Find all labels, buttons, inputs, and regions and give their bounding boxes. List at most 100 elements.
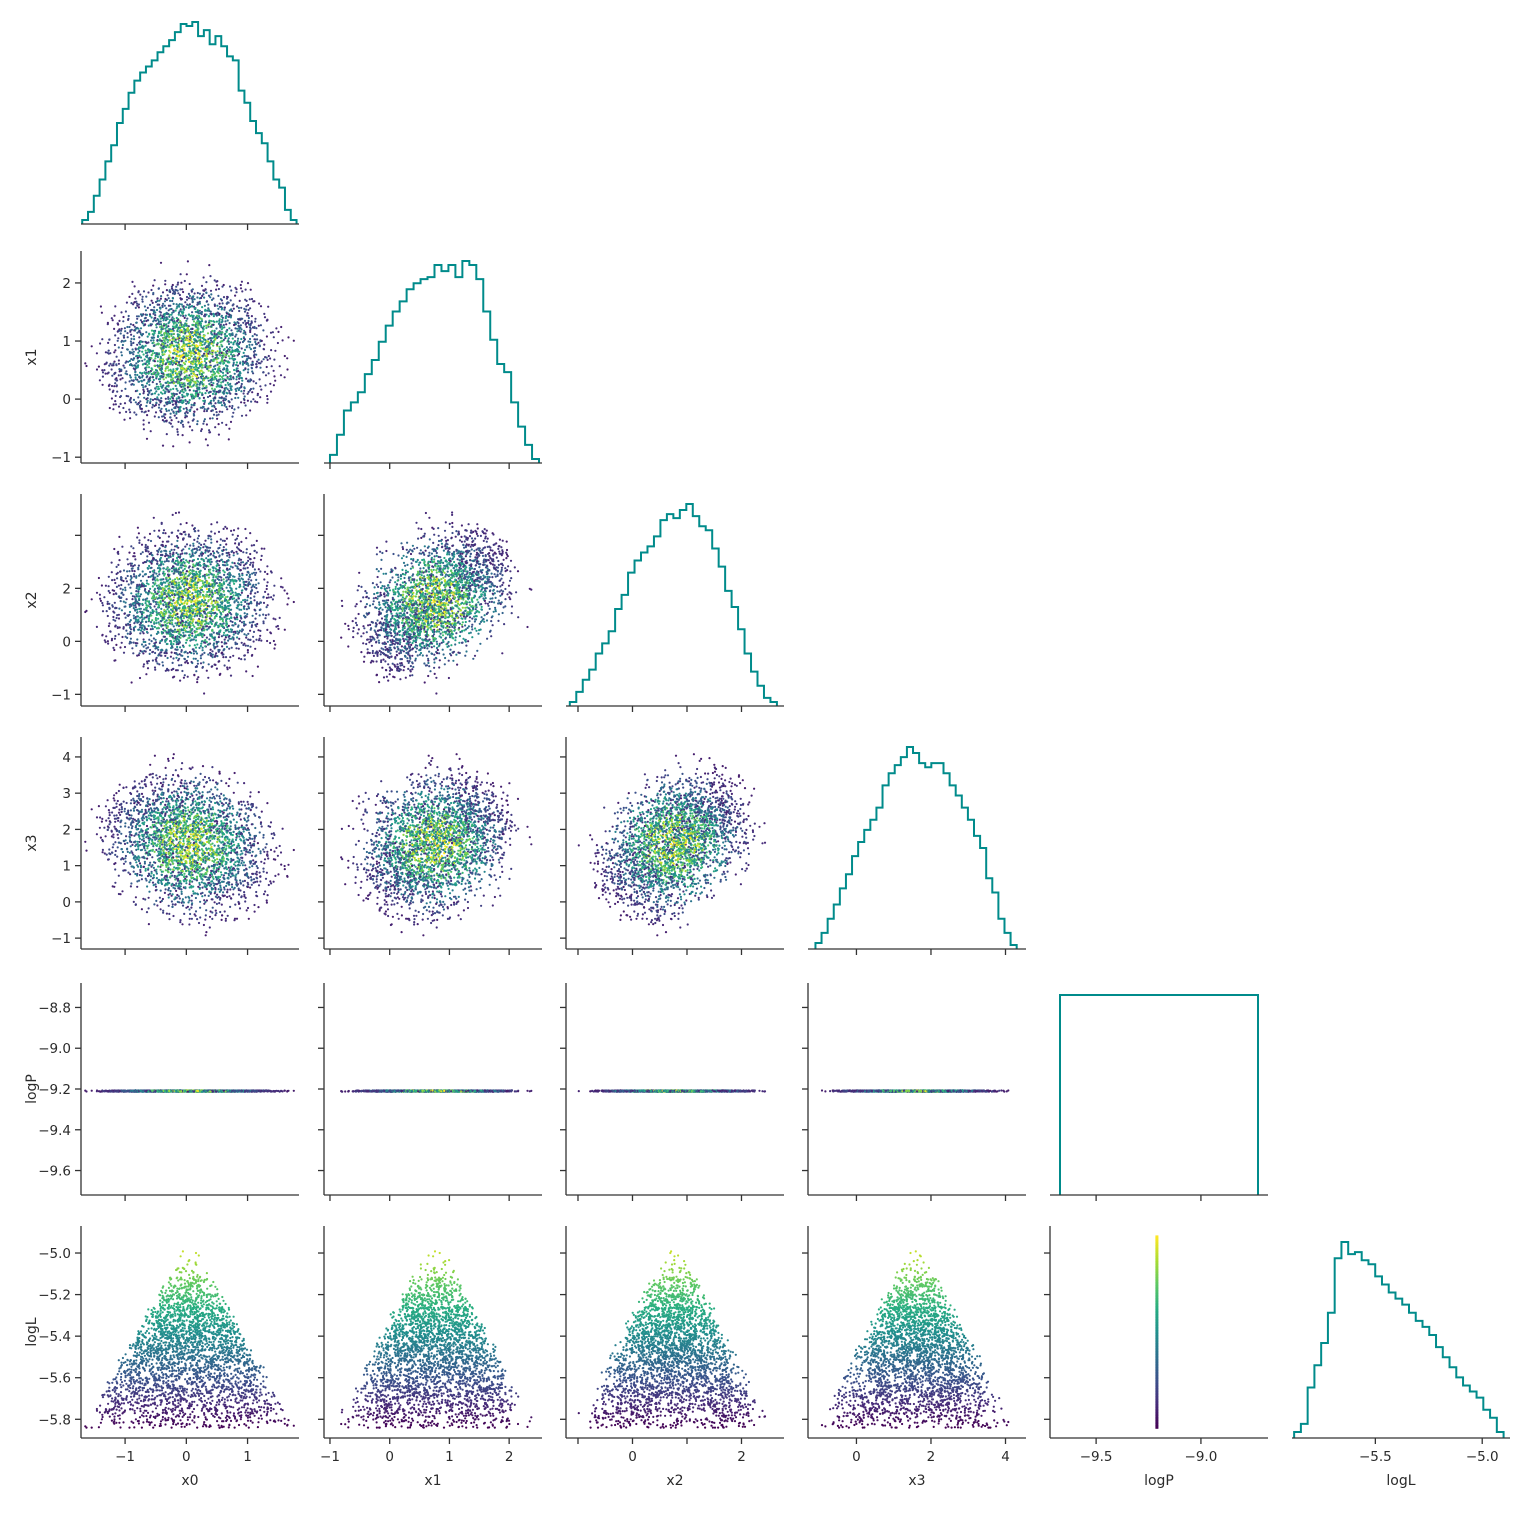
- scatter-point: [234, 358, 236, 360]
- scatter-point: [184, 416, 186, 418]
- scatter-point: [175, 310, 177, 312]
- scatter-point: [181, 420, 183, 422]
- scatter-point: [207, 304, 209, 306]
- scatter-point: [160, 298, 162, 300]
- scatter-point: [217, 402, 219, 404]
- scatter-point: [142, 392, 144, 394]
- scatter-point: [169, 398, 171, 400]
- scatter-point: [280, 326, 282, 328]
- scatter-point: [221, 386, 223, 388]
- scatter-point: [156, 383, 158, 385]
- scatter-point: [204, 392, 206, 394]
- scatter-point: [170, 389, 172, 391]
- scatter-point: [223, 368, 225, 370]
- scatter-point: [239, 372, 241, 374]
- scatter-point: [172, 394, 174, 396]
- scatter-point: [197, 328, 199, 330]
- scatter-point: [132, 324, 134, 326]
- scatter-point: [173, 333, 175, 335]
- scatter-point: [158, 416, 160, 418]
- scatter-point: [163, 389, 165, 391]
- scatter-point: [165, 368, 167, 370]
- scatter-point: [222, 397, 224, 399]
- scatter-point: [151, 337, 153, 339]
- scatter-point: [282, 339, 284, 341]
- scatter-point: [132, 348, 134, 350]
- scatter-point: [152, 350, 154, 352]
- scatter-point: [139, 294, 141, 296]
- scatter-point: [194, 369, 196, 371]
- scatter-point: [150, 398, 152, 400]
- scatter-point: [217, 295, 219, 297]
- scatter-point: [103, 369, 105, 371]
- scatter-point: [227, 301, 229, 303]
- scatter-point: [156, 309, 158, 311]
- scatter-point: [193, 397, 195, 399]
- scatter-point: [177, 421, 179, 423]
- scatter-point: [142, 322, 144, 324]
- scatter-point: [233, 308, 235, 310]
- scatter-point: [172, 388, 174, 390]
- scatter-point: [266, 366, 268, 368]
- scatter-point: [203, 397, 205, 399]
- scatter-point: [113, 351, 115, 353]
- scatter-point: [244, 311, 246, 313]
- scatter-point: [176, 397, 178, 399]
- scatter-point: [147, 341, 149, 343]
- scatter-point: [293, 340, 295, 342]
- scatter-point: [159, 381, 161, 383]
- scatter-point: [161, 353, 163, 355]
- scatter-point: [168, 305, 170, 307]
- scatter-point: [197, 370, 199, 372]
- scatter-point: [165, 330, 167, 332]
- scatter-point: [153, 311, 155, 313]
- scatter-point: [117, 340, 119, 342]
- scatter-point: [153, 405, 155, 407]
- scatter-point: [218, 346, 220, 348]
- scatter-point: [176, 428, 178, 430]
- scatter-point: [236, 305, 238, 307]
- scatter-point: [196, 296, 198, 298]
- scatter-point: [172, 328, 174, 330]
- scatter-point: [122, 344, 124, 346]
- scatter-point: [225, 374, 227, 376]
- scatter-point: [149, 304, 151, 306]
- scatter-point: [141, 408, 143, 410]
- scatter-point: [171, 342, 173, 344]
- scatter-point: [137, 396, 139, 398]
- scatter-point: [208, 429, 210, 431]
- scatter-point: [141, 351, 143, 353]
- scatter-point: [96, 352, 98, 354]
- scatter-point: [221, 308, 223, 310]
- scatter-point: [216, 284, 218, 286]
- scatter-point: [193, 320, 195, 322]
- scatter-point: [113, 385, 115, 387]
- scatter-point: [186, 273, 188, 275]
- scatter-point: [111, 317, 113, 319]
- scatter-point: [125, 411, 127, 413]
- scatter-point: [188, 332, 190, 334]
- scatter-point: [161, 305, 163, 307]
- scatter-point: [189, 283, 191, 285]
- scatter-point: [205, 438, 207, 440]
- scatter-point: [114, 305, 116, 307]
- scatter-point: [126, 348, 128, 350]
- scatter-point: [152, 302, 154, 304]
- scatter-point: [169, 416, 171, 418]
- scatter-point: [251, 367, 253, 369]
- scatter-point: [200, 377, 202, 379]
- scatter-point: [145, 341, 147, 343]
- scatter-point: [189, 303, 191, 305]
- scatter-point: [125, 310, 127, 312]
- scatter-point: [222, 302, 224, 304]
- scatter-point: [120, 311, 122, 313]
- scatter-point: [137, 357, 139, 359]
- scatter-point: [247, 368, 249, 370]
- scatter-point: [158, 388, 160, 390]
- scatter-point: [174, 293, 176, 295]
- scatter-point: [188, 361, 190, 363]
- scatter-point: [135, 348, 137, 350]
- scatter-point: [216, 414, 218, 416]
- scatter-point: [186, 299, 188, 301]
- scatter-point: [121, 390, 123, 392]
